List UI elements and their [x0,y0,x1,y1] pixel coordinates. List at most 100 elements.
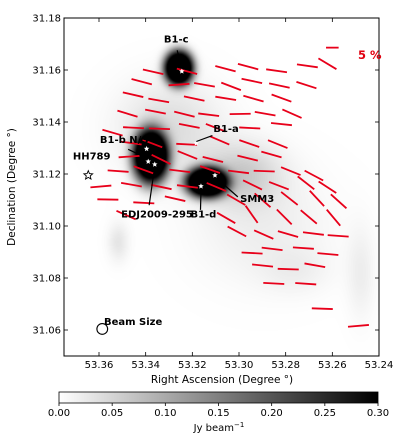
polarization-vector [102,128,123,137]
polarization-vector [296,80,317,90]
x-tick-label: 53.26 [318,360,347,371]
colorbar-tick-label: 0.30 [367,408,389,419]
source-label: EDJ2009-295 [121,210,193,221]
polarization-vector [131,78,153,86]
polarization-vector [178,123,200,129]
colorbar-label: Jy beam−1 [193,421,245,434]
protostar-marker [145,158,151,164]
source-edj2009-295: EDJ2009-295 [121,161,193,221]
polarization-vector [123,126,145,130]
source-leader-line [148,172,155,206]
polarization-vector [252,263,274,268]
polarization-vector [242,179,263,191]
source-label: B1-d [190,210,216,221]
polarization-vector [261,246,283,252]
y-tick-label: 31.14 [32,118,61,129]
polarization-vector [270,122,293,127]
source-smm3: SMM3 [212,172,274,205]
polarization-vector [226,193,246,206]
source-label: B1-c [164,34,189,45]
polarization-vector [239,126,261,130]
y-tick-label: 31.06 [32,326,61,337]
y-tick-label: 31.08 [32,274,61,285]
polarization-vector [292,246,314,250]
y-tick-label: 31.12 [32,170,61,181]
y-tick-label: 31.16 [32,66,61,77]
polarization-vector [237,154,259,162]
polarization-vector [116,209,137,221]
protostar-marker [179,68,185,74]
polarization-vector [151,154,171,165]
polarization-vector [148,97,170,104]
polarization-vector [202,156,224,163]
y-axis-ticks: 31.06 31.08 31.10 31.12 31.14 31.16 31.18 [32,14,379,337]
polarization-vector [198,112,220,117]
polarization-vector [254,110,276,117]
x-axis-label: Right Ascension (Degree °) [151,374,293,386]
colorbar-tick-label: 0.15 [207,408,229,419]
colorbar-tick-label: 0.10 [154,408,176,419]
polarization-vector [254,192,272,208]
polarization-vector [199,165,221,174]
polarization-vector [169,168,191,174]
polarization-vector [120,140,142,146]
x-tick-label: 53.24 [365,360,394,371]
polarization-vector [177,150,198,160]
polarization-vector [133,201,155,205]
polarization-vector [282,108,302,119]
source-label: B1-b N/S [100,135,149,146]
protostar-marker [198,183,204,189]
polarization-vector [304,262,326,268]
polarization-vector [268,181,290,191]
polarization-vector [243,94,264,103]
polarization-vector [183,95,205,102]
polarization-vector [304,169,324,182]
polarization-vector [164,195,186,202]
polarization-vector [142,138,163,149]
scale-label: 5 % [358,48,382,62]
x-tick-label: 53.30 [225,360,254,371]
polarization-vector [295,282,317,286]
colorbar-tick-label: 0.25 [314,408,336,419]
colorbar-tick-label: 0.20 [261,408,283,419]
polarization-vector [266,68,288,74]
polarization-vector [237,63,259,71]
polarization-vector [107,169,129,173]
source-leader-line [196,134,213,143]
source-annotations: B1-c B1-a B1-b N/S HH789 EDJ2009-295 SMM3 B1-d [73,34,274,335]
polarization-vector [241,251,263,255]
polarization-vector [327,234,349,238]
source-leader-line [218,180,239,198]
source-b1-a: B1-a [193,124,239,146]
polarization-vector [173,110,195,118]
polarization-vector [280,191,299,206]
polarization-vector [227,225,247,238]
polarization-vector [148,127,170,131]
x-tick-label: 53.32 [178,360,207,371]
polarization-vector [133,165,154,175]
polarization-vector [228,169,250,175]
colorbar [58,391,379,404]
source-label: HH789 [73,152,111,163]
polarization-vector [176,184,198,189]
polarization-vector [317,57,337,70]
source-leader-line [176,50,183,69]
polarization-vector [261,150,282,159]
polarization-vector [277,230,299,238]
polarization-vector [318,180,337,194]
polarization-vector [241,77,263,84]
polarization-vector [326,209,341,227]
polarization-vector [347,324,370,328]
x-tick-label: 53.36 [85,360,114,371]
beam-circle [96,323,109,335]
protostar-marker [193,140,200,146]
polarization-vector [296,63,318,69]
polarization-vector [263,282,285,285]
intensity-raster [64,18,379,356]
polarization-vector [267,139,288,149]
plot-frame [63,17,380,357]
polarization-vector [117,109,138,118]
polarization-vector [311,307,333,310]
polarization-vector [276,208,293,225]
polarization-vector [118,154,140,159]
